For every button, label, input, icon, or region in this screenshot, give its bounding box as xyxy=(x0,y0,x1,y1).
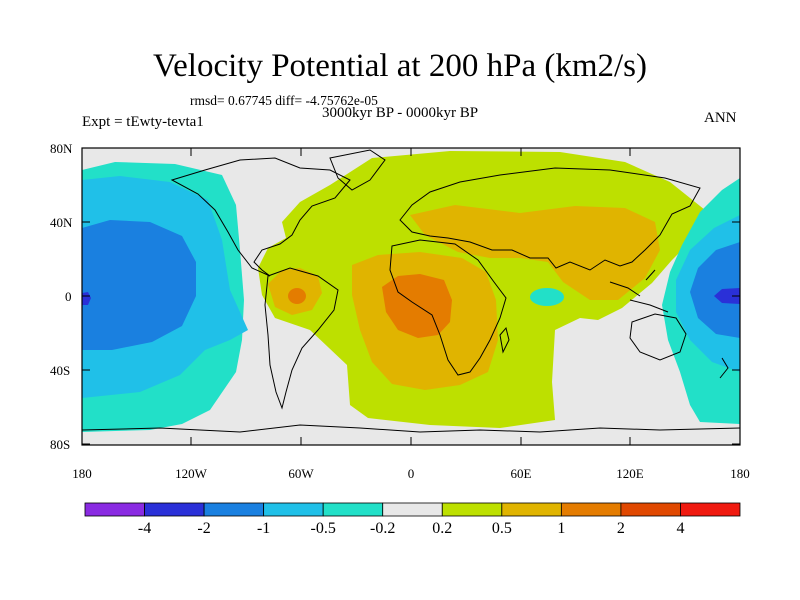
colorbar-label: 2 xyxy=(616,520,625,537)
negative-band-east-core xyxy=(690,242,740,338)
colorbar-swatch xyxy=(263,502,324,517)
colorbar-swatch xyxy=(322,502,384,517)
eurasia-coastline xyxy=(399,167,701,271)
x-tick-120e: 120E xyxy=(616,466,644,481)
contour-fill xyxy=(82,149,740,433)
x-tick-180w: 180 xyxy=(72,466,92,481)
y-tick-40s: 40S xyxy=(50,363,71,378)
colorbar-label: 4 xyxy=(676,520,685,537)
negative-cell-indian-ocean xyxy=(530,288,564,306)
madagascar-coastline xyxy=(499,326,510,354)
new-zealand-coastline xyxy=(719,357,729,379)
positive-band-asia xyxy=(410,205,660,300)
coastlines xyxy=(82,149,740,433)
colorbar-label: -1 xyxy=(256,520,271,537)
colorbar-swatch xyxy=(84,502,145,517)
africa-coastline xyxy=(389,239,507,376)
colorbar-label: -0.5 xyxy=(310,520,336,537)
colorbar-swatch xyxy=(382,502,443,517)
colorbar xyxy=(84,502,741,517)
greenland-coastline xyxy=(329,149,386,191)
colorbar-label: 1 xyxy=(557,520,566,537)
negative-spot-east xyxy=(714,288,740,304)
season-label: ANN xyxy=(704,110,737,126)
y-tick-80n: 80N xyxy=(50,141,73,156)
colorbar-swatch xyxy=(680,502,741,517)
period-label: 3000kyr BP - 0000kyr BP xyxy=(322,105,479,121)
rmsd-diff-label: rmsd= 0.67745 diff= -4.75762e-05 xyxy=(190,93,378,108)
x-tick-0: 0 xyxy=(407,466,415,481)
y-tick-80s: 80S xyxy=(50,437,71,452)
colorbar-swatch xyxy=(203,502,265,517)
colorbar-label: 0.5 xyxy=(491,520,512,537)
y-tick-40n: 40N xyxy=(50,215,73,230)
colorbar-swatch xyxy=(144,502,205,517)
colorbar-label: -0.2 xyxy=(370,520,396,537)
colorbar-swatch xyxy=(501,502,562,517)
antarctica-coastline xyxy=(82,424,740,433)
negative-spot-west xyxy=(82,292,91,305)
experiment-label: Expt = tEwty-tevta1 xyxy=(82,114,204,130)
axis-ticks xyxy=(82,147,740,445)
colorbar-label: -4 xyxy=(137,520,152,537)
australia-coastline xyxy=(629,313,687,361)
north-america-coastline xyxy=(170,157,351,277)
chart-title: Velocity Potential at 200 hPa (km2/s) xyxy=(152,48,648,84)
positive-core-samerica xyxy=(288,288,306,304)
colorbar-swatch xyxy=(620,502,681,517)
colorbar-label: -2 xyxy=(197,520,211,537)
y-tick-0: 0 xyxy=(65,289,72,304)
x-tick-60e: 60E xyxy=(510,466,532,481)
southeast-asia-islands xyxy=(609,269,669,313)
colorbar-label: 0.2 xyxy=(432,520,453,537)
colorbar-swatch xyxy=(560,502,622,517)
x-tick-180e: 180 xyxy=(730,466,750,481)
south-america-coastline xyxy=(264,267,339,410)
x-tick-120w: 120W xyxy=(175,466,207,481)
x-tick-60w: 60W xyxy=(288,466,314,481)
negative-band-west-core xyxy=(82,220,196,350)
colorbar-swatch xyxy=(441,502,503,517)
